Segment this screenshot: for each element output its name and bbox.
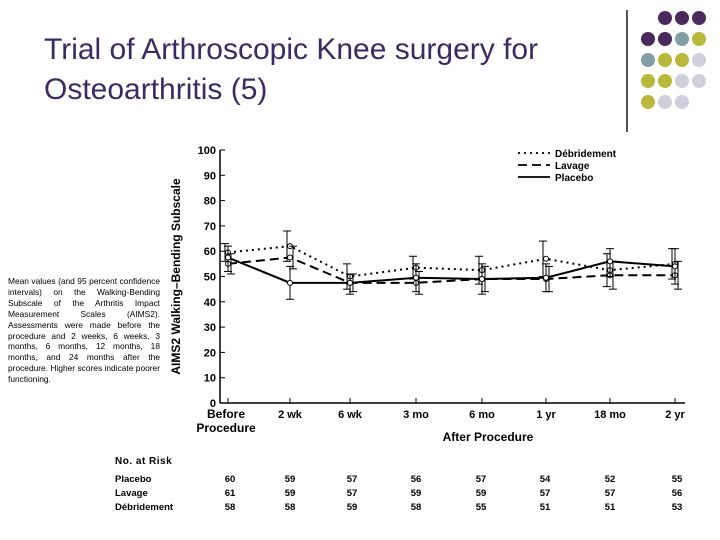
slide-title: Trial of Arthroscopic Knee surgery for O… [44, 33, 539, 106]
at-risk-row-label: Débridement [115, 502, 174, 513]
decor-dot [641, 53, 655, 67]
decor-dot [675, 32, 689, 46]
y-tick-label: 0 [210, 398, 216, 410]
series-dashed [225, 245, 682, 295]
decor-dot [641, 32, 655, 46]
at-risk-cell: 59 [346, 502, 358, 513]
x-tick-label: 1 yr [536, 409, 556, 421]
legend-label: Lavage [555, 161, 590, 172]
y-axis-label: AIMS2 Walking–Bending Subscale [169, 178, 183, 375]
x-tick-label: 3 mo [403, 409, 429, 421]
decor-dot [675, 53, 689, 67]
at-risk-cell: 57 [475, 474, 487, 485]
at-risk-header: No. at Risk [115, 456, 173, 467]
decor-dot [658, 53, 672, 67]
at-risk-cell: 51 [604, 502, 616, 513]
x-axis-label: After Procedure [443, 430, 534, 444]
x-tick-label: 2 wk [278, 409, 303, 421]
decor-dot [692, 53, 706, 67]
series-line [227, 245, 676, 278]
data-point [543, 255, 549, 262]
legend-label: Placebo [555, 173, 593, 184]
at-risk-cell: 57 [346, 488, 358, 499]
decor-dot [658, 74, 672, 88]
at-risk-cell: 59 [410, 488, 422, 499]
y-tick-label: 20 [204, 347, 216, 359]
decor-dot [675, 74, 689, 88]
y-tick-label: 90 [204, 170, 216, 182]
series-line [227, 256, 675, 284]
y-tick-label: 60 [204, 246, 216, 258]
y-tick-label: 80 [204, 196, 216, 208]
data-point [225, 254, 231, 261]
y-tick-label: 40 [204, 297, 216, 309]
data-point [413, 274, 419, 281]
y-tick-label: 50 [204, 272, 216, 284]
at-risk-cell: 53 [671, 502, 683, 513]
at-risk-cell: 56 [410, 474, 422, 485]
y-tick-label: 100 [198, 145, 216, 157]
decor-dot [658, 32, 672, 46]
x-tick-label: 6 mo [469, 409, 495, 421]
data-point [479, 276, 485, 283]
legend-label: Débridement [555, 149, 617, 160]
at-risk-cell: 59 [284, 488, 296, 499]
figure-caption: Mean values (and 95 percent confidence i… [8, 276, 160, 385]
decor-dot [641, 95, 655, 109]
data-point [543, 274, 549, 281]
data-point [347, 279, 353, 286]
y-tick-label: 10 [204, 373, 216, 385]
decor-dot [675, 95, 689, 109]
decor-dot [675, 11, 689, 25]
data-point [287, 254, 293, 261]
decor-dot [641, 74, 655, 88]
at-risk-cell: 55 [671, 474, 683, 485]
at-risk-cell: 54 [539, 474, 551, 485]
title-divider [626, 10, 628, 132]
at-risk-table: No. at Risk Placebo 60 59 57 56 57 54 52 55 Lavag… [0, 452, 720, 522]
at-risk-cell: 58 [410, 502, 422, 513]
at-risk-cell: 59 [284, 474, 296, 485]
at-risk-cell: 58 [284, 502, 296, 513]
at-risk-cell: 52 [604, 474, 616, 485]
decor-dot [658, 11, 672, 25]
x-tick-label: 2 yr [665, 409, 685, 421]
at-risk-cell: 51 [539, 502, 551, 513]
at-risk-cell: 57 [539, 488, 551, 499]
decor-dot [658, 95, 672, 109]
series-solid [224, 245, 679, 300]
decor-dot [692, 11, 706, 25]
x-tick-label: Before [207, 407, 245, 421]
at-risk-cell: 58 [224, 502, 236, 513]
x-tick-label: 6 wk [338, 409, 363, 421]
at-risk-cell: 57 [604, 488, 616, 499]
data-point [607, 258, 613, 265]
at-risk-row-label: Placebo [115, 474, 152, 485]
at-risk-cell: 56 [671, 488, 683, 499]
at-risk-cell: 55 [475, 502, 487, 513]
data-point [672, 263, 678, 270]
at-risk-cell: 61 [224, 488, 236, 499]
at-risk-cell: 59 [475, 488, 487, 499]
y-tick-label: 70 [204, 221, 216, 233]
at-risk-cell: 60 [224, 474, 236, 485]
decor-dot [692, 32, 706, 46]
decorative-dot-grid [641, 11, 706, 109]
x-tick-label: 18 mo [594, 409, 626, 421]
series-line [227, 256, 676, 284]
decor-dot [692, 74, 706, 88]
at-risk-row-label: Lavage [115, 488, 148, 499]
data-point [287, 279, 293, 286]
y-tick-label: 30 [204, 322, 216, 334]
at-risk-cell: 57 [346, 474, 358, 485]
x-tick-label: Procedure [196, 421, 256, 435]
